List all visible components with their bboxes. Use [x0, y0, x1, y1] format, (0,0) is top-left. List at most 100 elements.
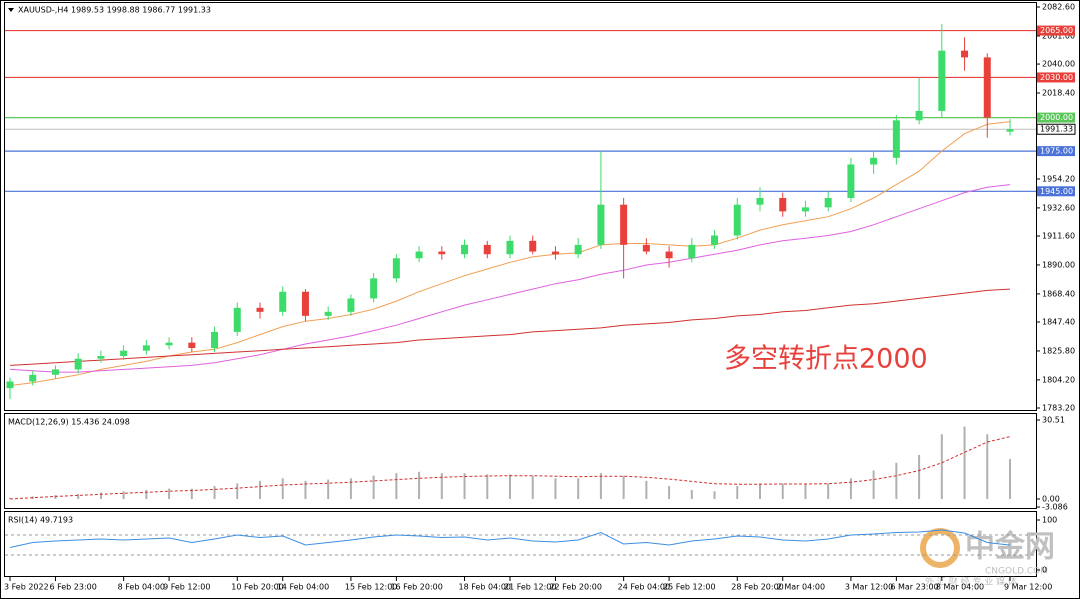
candle-body	[642, 244, 650, 252]
rsi-panel	[4, 511, 1037, 577]
x-tick-label: 15 Feb 12:00	[345, 583, 397, 592]
candle-body	[74, 358, 82, 370]
candle-body	[233, 307, 241, 332]
level-label: 1975.00	[1040, 147, 1073, 156]
candle-body	[1006, 129, 1014, 132]
candle-body	[211, 331, 219, 348]
x-tick-label: 16 Feb 20:00	[390, 583, 442, 592]
x-tick-label: 14 Feb 04:00	[277, 583, 329, 592]
candle-body	[347, 298, 355, 312]
moving-average	[9, 184, 1011, 373]
candle-body	[574, 244, 582, 255]
x-tick-label: 8 Feb 04:00	[118, 583, 165, 592]
y-tick-label: 2061.00	[1042, 31, 1075, 40]
y-tick-label: 1911.60	[1042, 232, 1075, 241]
candle-body	[461, 244, 469, 255]
x-tick-label: 3 Mar 12:00	[845, 583, 893, 592]
candle-body	[529, 240, 537, 252]
candle-body	[51, 369, 59, 375]
y-tick-label: 1804.20	[1042, 375, 1075, 384]
main-panel	[4, 2, 1037, 411]
chart-title: XAUUSD-,H4 1989.53 1998.88 1986.77 1991.…	[18, 6, 211, 15]
level-label: 2030.00	[1040, 73, 1073, 82]
candle-body	[733, 204, 741, 236]
y-tick-label: 2040.00	[1042, 60, 1075, 69]
x-tick-label: 2 Mar 04:00	[777, 583, 825, 592]
x-tick-label: 9 Feb 12:00	[163, 583, 210, 592]
price-tag	[1036, 123, 1076, 135]
y-tick-label: 1825.80	[1042, 346, 1075, 355]
y-tick-label: 2082.60	[1042, 3, 1075, 12]
candle-body	[551, 251, 559, 255]
moving-average	[9, 288, 1011, 366]
menu-arrow	[8, 8, 14, 12]
macd-signal	[9, 436, 1011, 500]
candle-body	[392, 258, 400, 279]
x-tick-label: 6 Mar 23:00	[890, 583, 938, 592]
candle-body	[188, 342, 196, 348]
y-tick-label: 0.00	[1042, 495, 1060, 504]
price-label: 1991.33	[1040, 125, 1073, 134]
level-tag	[1037, 146, 1075, 157]
candle-body	[824, 197, 832, 208]
x-tick-label: 24 Feb 04:00	[618, 583, 670, 592]
candle-body	[983, 57, 991, 118]
level-tag	[1037, 186, 1075, 197]
candle-body	[915, 110, 923, 121]
candle-body	[665, 251, 673, 259]
x-tick-label: 18 Feb 04:00	[459, 583, 511, 592]
candle-body	[597, 204, 605, 245]
x-tick-label: 6 Feb 23:00	[49, 583, 96, 592]
candle-body	[142, 345, 150, 351]
candle-body	[279, 291, 287, 312]
candle-body	[756, 197, 764, 205]
x-tick-label: 9 Mar 12:00	[1004, 583, 1052, 592]
y-tick-label: 1847.40	[1042, 318, 1075, 327]
macd-panel	[4, 413, 1037, 509]
watermark-site: CNGOLD.COM	[985, 567, 1048, 577]
x-tick-label: 21 Feb 12:00	[504, 583, 556, 592]
level-tag	[1037, 25, 1075, 36]
candle-body	[961, 50, 969, 58]
level-tag	[1037, 72, 1075, 83]
moving-average	[9, 121, 1011, 386]
macd-title: MACD(12,26,9) 15.436 24.098	[8, 418, 130, 427]
candle-body	[870, 157, 878, 165]
candle-body	[370, 278, 378, 299]
candle-body	[711, 235, 719, 245]
y-tick-label: 30.51	[1042, 416, 1065, 425]
candle-body	[779, 197, 787, 212]
candle-body	[483, 244, 491, 255]
y-tick-label: 100	[1042, 516, 1057, 525]
level-label: 2065.00	[1040, 26, 1073, 35]
y-tick-label: 1890.00	[1042, 260, 1075, 269]
candle-body	[847, 164, 855, 198]
candle-body	[6, 381, 14, 389]
candle-body	[29, 374, 37, 382]
y-tick-label: 1868.40	[1042, 289, 1075, 298]
candle-body	[120, 350, 128, 357]
level-label: 1945.00	[1040, 187, 1073, 196]
candle-body	[506, 240, 514, 255]
x-tick-label: 28 Feb 20:00	[731, 583, 783, 592]
y-tick-label: 1954.20	[1042, 174, 1075, 183]
candle-body	[620, 204, 628, 245]
x-tick-label: 3 Feb 2022	[4, 583, 49, 592]
x-tick-label: 22 Feb 20:00	[549, 583, 601, 592]
y-tick-label: 1932.60	[1042, 203, 1075, 212]
candle-body	[301, 291, 309, 316]
y-tick-label: 2018.40	[1042, 88, 1075, 97]
candle-body	[688, 244, 696, 259]
candle-body	[938, 50, 946, 111]
candle-body	[415, 251, 423, 259]
rsi-line	[9, 529, 1011, 548]
candle-body	[892, 120, 900, 158]
y-tick-label: -3.086	[1042, 503, 1068, 512]
x-tick-label: 10 Feb 20:00	[231, 583, 283, 592]
annotation: 多空转折点2000	[724, 344, 928, 375]
rsi-title: RSI(14) 49.7193	[8, 516, 73, 525]
candle-body	[438, 251, 446, 255]
candle-body	[256, 307, 264, 312]
